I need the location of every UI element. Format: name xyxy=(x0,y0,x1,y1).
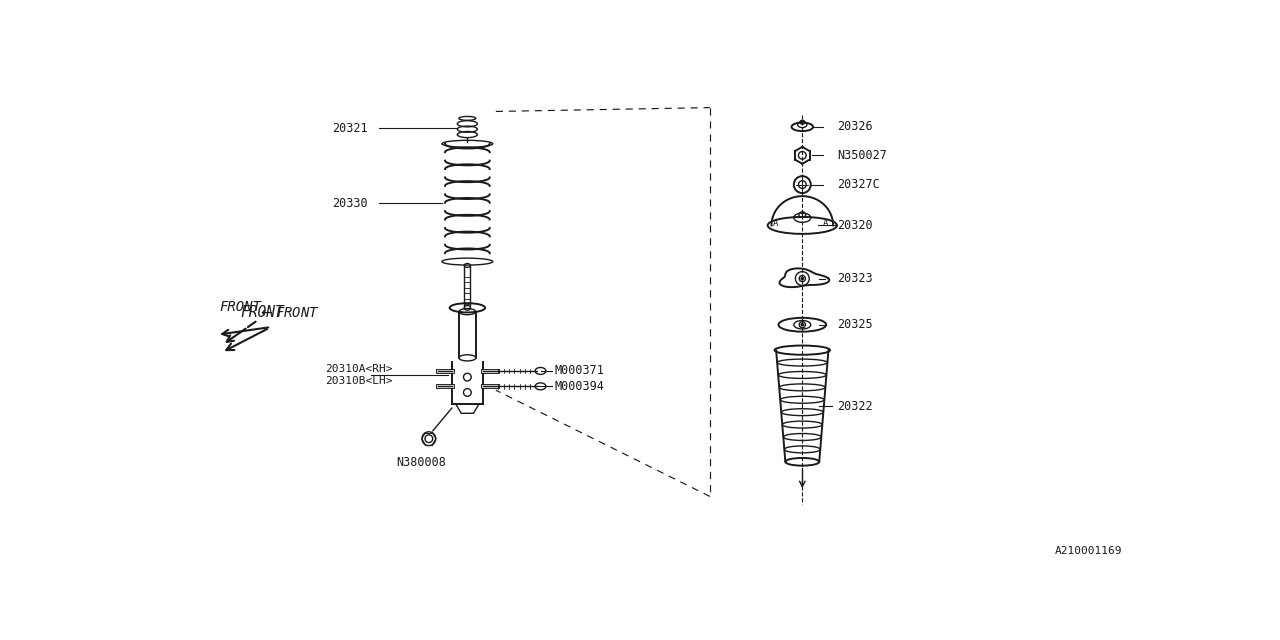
Text: A: A xyxy=(823,220,828,228)
Text: A210001169: A210001169 xyxy=(1055,546,1121,556)
Text: N350027: N350027 xyxy=(837,149,887,162)
Text: 20330: 20330 xyxy=(333,196,369,209)
Text: 20322: 20322 xyxy=(837,400,873,413)
Text: 20327C: 20327C xyxy=(837,178,879,191)
Text: FRONT: FRONT xyxy=(239,305,284,320)
Text: 20325: 20325 xyxy=(837,318,873,332)
Text: 20323: 20323 xyxy=(837,272,873,285)
Circle shape xyxy=(801,277,804,280)
Text: N380008: N380008 xyxy=(397,456,447,468)
Text: 20321: 20321 xyxy=(333,122,369,135)
Text: 20310A<RH>
20310B<LH>: 20310A<RH> 20310B<LH> xyxy=(325,364,393,386)
Text: A: A xyxy=(773,220,778,228)
Text: 20320: 20320 xyxy=(837,219,873,232)
Circle shape xyxy=(801,324,804,326)
Text: M000371: M000371 xyxy=(554,364,604,378)
Text: 20326: 20326 xyxy=(837,120,873,133)
Text: $\leftarrow$FRONT: $\leftarrow$FRONT xyxy=(257,306,320,320)
Text: FRONT: FRONT xyxy=(219,300,261,314)
Text: M000394: M000394 xyxy=(554,380,604,393)
